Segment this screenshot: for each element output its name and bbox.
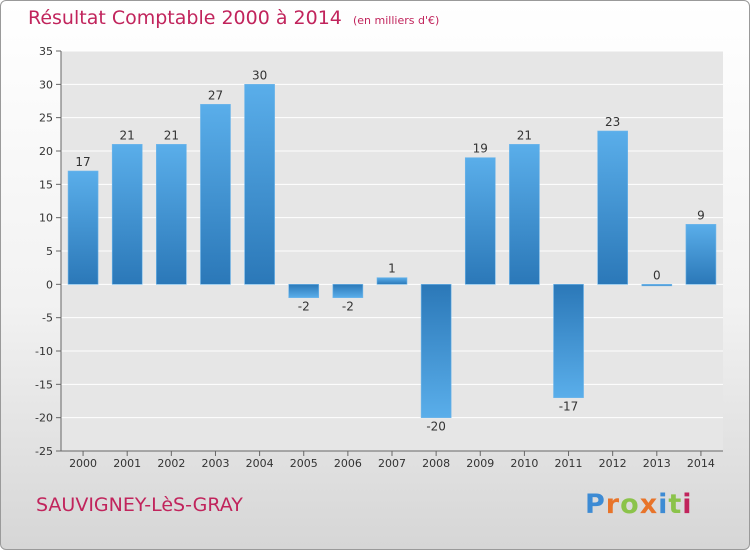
data-label-2007: 1: [388, 262, 396, 276]
y-tick-label: 25: [39, 112, 53, 125]
bar-2011: [553, 284, 584, 398]
data-label-2012: 23: [605, 115, 620, 129]
logo-letter: i: [658, 489, 669, 520]
bar-2003: [200, 104, 231, 285]
data-label-2009: 19: [473, 142, 488, 156]
bar-2006: [332, 284, 364, 298]
logo-letter: i: [682, 489, 693, 520]
data-label-2010: 21: [517, 128, 532, 142]
bar-2004: [244, 84, 275, 285]
data-label-2000: 17: [75, 155, 90, 169]
y-tick-label: 30: [39, 78, 53, 91]
bar-2009: [464, 157, 496, 285]
y-tick-label: -10: [35, 345, 53, 358]
logo-letter: r: [605, 489, 621, 520]
data-label-2013: 0: [653, 268, 661, 282]
bar-2002: [156, 144, 187, 285]
bar-2008: [420, 284, 452, 418]
logo-letter: P: [585, 489, 606, 520]
chart-title-main: Résultat Comptable 2000 à 2014: [28, 7, 342, 29]
x-tick-label-2013: 2013: [643, 457, 671, 470]
data-label-2001: 21: [120, 128, 135, 142]
x-tick-label-2000: 2000: [69, 457, 97, 470]
logo-letter: t: [668, 489, 683, 520]
x-tick-label-2009: 2009: [466, 457, 494, 470]
y-tick-label: 20: [39, 145, 53, 158]
y-tick-label: -25: [35, 445, 53, 458]
x-tick-label-2011: 2011: [555, 457, 583, 470]
bar-2014: [685, 224, 717, 285]
x-tick-label-2005: 2005: [290, 457, 318, 470]
bar-2001: [111, 144, 143, 285]
bar-2012: [597, 130, 628, 285]
proxiti-logo: Proxiti: [585, 489, 693, 520]
x-tick-label-2003: 2003: [201, 457, 229, 470]
x-tick-label-2006: 2006: [334, 457, 362, 470]
logo-letter: x: [639, 489, 659, 520]
bar-2013: [641, 284, 673, 287]
x-tick-label-2014: 2014: [687, 457, 715, 470]
x-tick-label-2002: 2002: [157, 457, 185, 470]
bar-2005: [288, 284, 320, 298]
y-tick-label: 15: [39, 178, 53, 191]
x-tick-label-2010: 2010: [510, 457, 538, 470]
data-label-2006: -2: [342, 300, 354, 314]
y-tick-label: 10: [39, 212, 53, 225]
y-tick-label: 5: [46, 245, 53, 258]
y-tick-label: -5: [42, 312, 53, 325]
bar-2010: [509, 144, 540, 285]
y-tick-label: -20: [35, 412, 53, 425]
data-label-2014: 9: [697, 208, 705, 222]
logo-letter: o: [620, 489, 640, 520]
data-label-2011: -17: [559, 400, 579, 414]
y-tick-label: 0: [46, 278, 53, 291]
chart-title: Résultat Comptable 2000 à 2014 (en milli…: [28, 7, 439, 29]
y-tick-label: 35: [39, 45, 53, 58]
commune-name: SAUVIGNEY-LèS-GRAY: [36, 494, 243, 516]
chart-subtitle: (en milliers d'€): [352, 14, 440, 27]
data-label-2005: -2: [298, 300, 310, 314]
x-tick-label-2008: 2008: [422, 457, 450, 470]
x-tick-label-2012: 2012: [599, 457, 627, 470]
data-label-2008: -20: [426, 420, 446, 434]
x-tick-label-2004: 2004: [246, 457, 274, 470]
x-tick-label-2001: 2001: [113, 457, 141, 470]
bar-2007: [376, 277, 408, 285]
data-label-2002: 21: [164, 128, 179, 142]
data-label-2004: 30: [252, 68, 267, 82]
y-tick-label: -15: [35, 378, 53, 391]
bar-2000: [67, 170, 99, 285]
data-label-2003: 27: [208, 88, 223, 102]
x-tick-label-2007: 2007: [378, 457, 406, 470]
